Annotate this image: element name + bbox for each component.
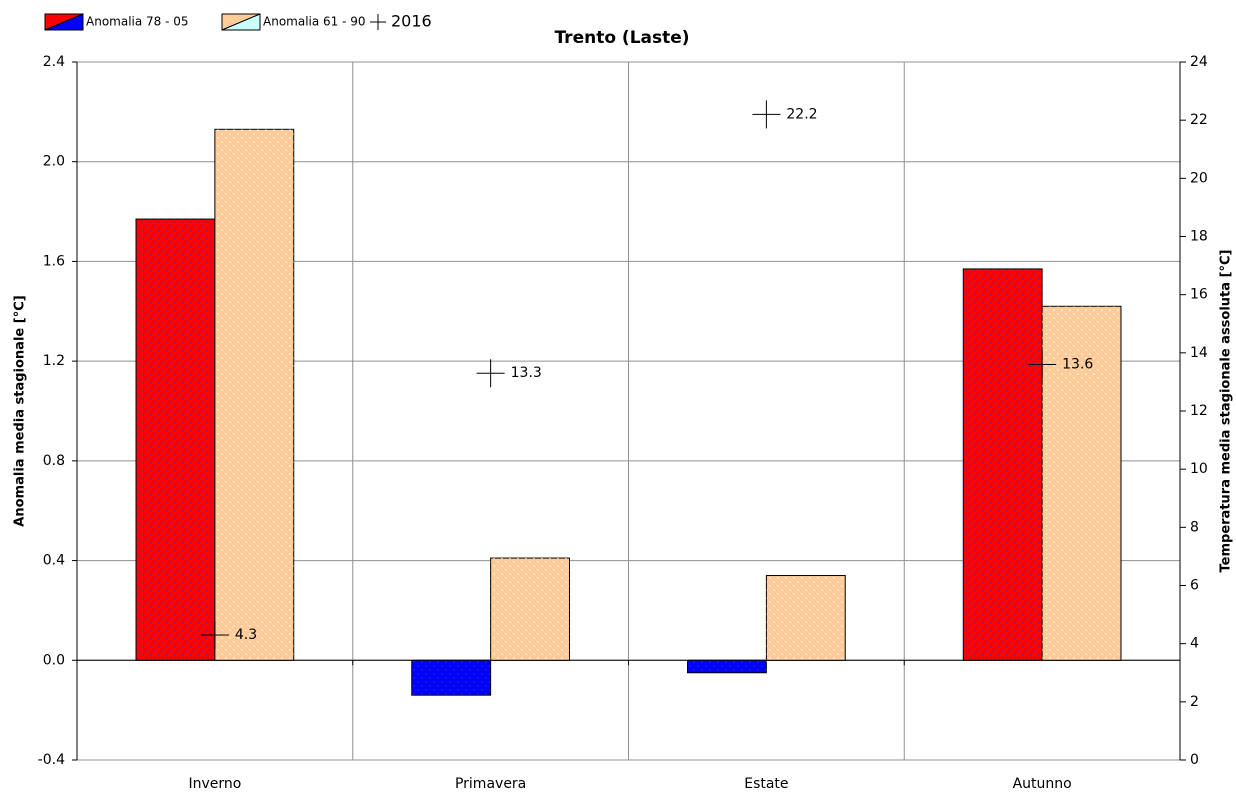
y-tick-label: 0.4 (43, 553, 65, 569)
y-tick-label: -0.4 (38, 752, 65, 768)
data-label: 22.2 (786, 106, 817, 122)
y2-tick-label: 14 (1190, 345, 1208, 361)
y2-tick-label: 16 (1190, 287, 1208, 303)
y2-tick-label: 6 (1190, 578, 1199, 594)
legend: Anomalia 78 - 05 Anomalia 61 - 90 2016 (44, 12, 432, 31)
bar-texture (411, 660, 491, 696)
bar-texture (136, 219, 215, 661)
data-label: 13.3 (511, 365, 542, 381)
legend-swatch (221, 13, 261, 31)
legend-marker (370, 14, 386, 30)
y-axis-title: Anomalia media stagionale [°C] (13, 295, 28, 526)
y-tick-label: 2.4 (43, 54, 65, 70)
marker (752, 100, 781, 129)
legend-label: Anomalia 78 - 05 (86, 15, 189, 29)
bar-texture (963, 268, 1043, 661)
bar-texture (490, 558, 570, 661)
bar-texture (766, 575, 846, 661)
marker (1028, 350, 1057, 379)
y2-tick-label: 18 (1190, 229, 1208, 245)
bar-texture (214, 129, 294, 661)
x-tick-label: Primavera (455, 776, 526, 792)
legend-label: 2016 (391, 12, 432, 31)
y2-tick-label: 4 (1190, 636, 1199, 652)
data-label: 13.6 (1062, 356, 1093, 372)
y-tick-label: 0.0 (43, 652, 65, 668)
marker (476, 359, 505, 388)
y2-tick-label: 2 (1190, 694, 1199, 710)
legend-swatch (44, 13, 84, 31)
y2-tick-label: 24 (1190, 54, 1208, 70)
data-label: 4.3 (235, 627, 257, 643)
y-tick-label: 1.2 (43, 353, 65, 369)
y2-tick-label: 0 (1190, 752, 1199, 768)
y2-tick-label: 12 (1190, 403, 1208, 419)
x-tick-label: Estate (744, 776, 788, 792)
y-tick-label: 1.6 (43, 253, 65, 269)
x-tick-label: Autunno (1013, 776, 1072, 792)
x-tick-label: Inverno (188, 776, 241, 792)
y2-tick-label: 8 (1190, 519, 1199, 535)
y2-axis-title: Temperatura media stagionale assoluta [°… (1219, 250, 1234, 573)
y2-tick-label: 10 (1190, 461, 1208, 477)
bar-texture (1042, 306, 1121, 661)
y2-tick-label: 20 (1190, 170, 1208, 186)
y-tick-label: 2.0 (43, 154, 65, 170)
y2-tick-label: 22 (1190, 112, 1208, 128)
legend-label: Anomalia 61 - 90 (263, 15, 366, 29)
bar-texture (687, 660, 767, 673)
marker (200, 620, 229, 649)
y-tick-label: 0.8 (43, 453, 65, 469)
chart-title: Trento (Laste) (554, 28, 689, 48)
